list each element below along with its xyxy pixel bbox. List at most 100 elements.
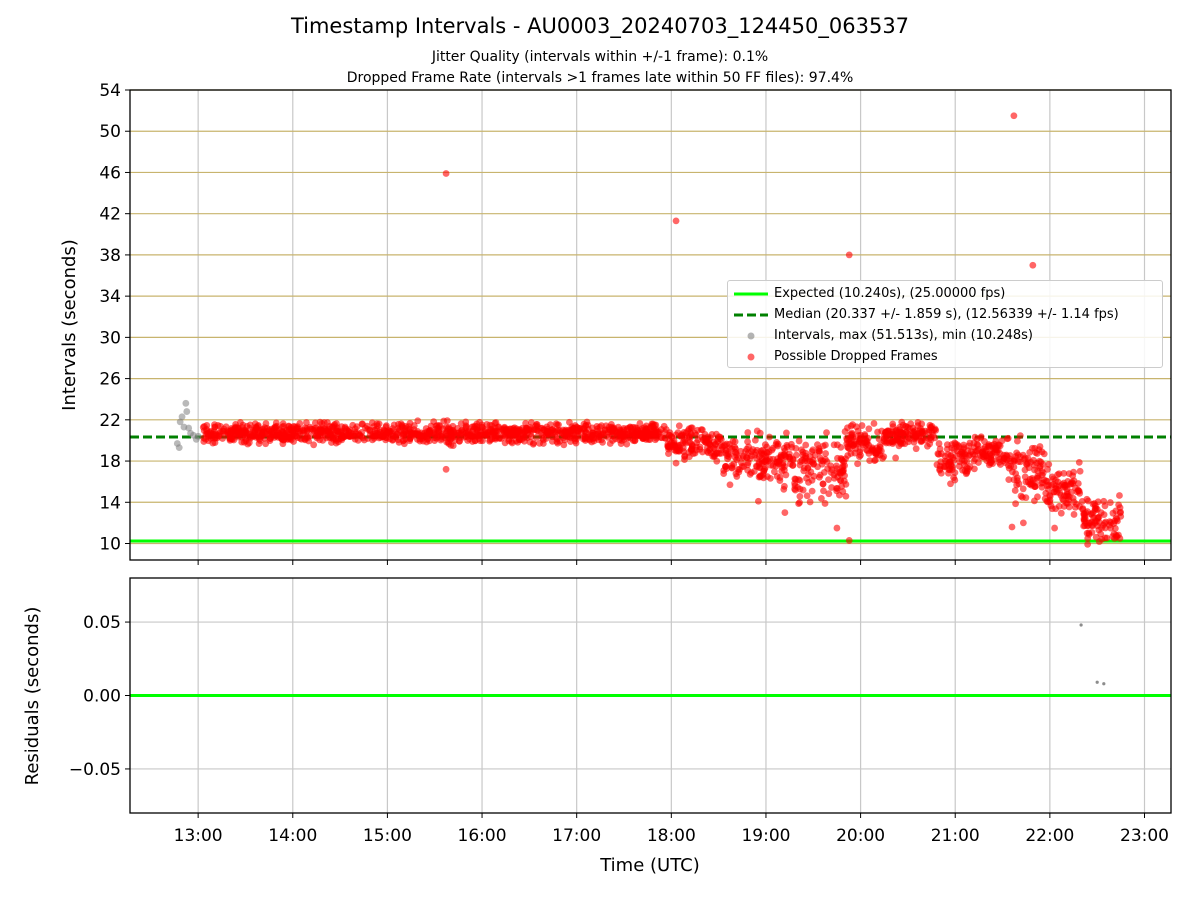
intervals-dropped-frame-point-band0-1075	[283, 433, 291, 441]
intervals-dropped-frame-point-band1-111	[701, 434, 708, 442]
intervals-dropped-frame-point-band0-1032	[307, 432, 315, 440]
intervals-dropped-frame-point-band5-91	[924, 442, 931, 450]
intervals-dropped-frame-point-band2-64	[738, 459, 745, 467]
intervals-dropped-frame-point-band2-155	[764, 457, 772, 465]
intervals-dropped-frame-point-band0-1055	[523, 427, 530, 435]
intervals-dropped-frame-point-band9-52	[1054, 471, 1062, 479]
intervals-dropped-frame-point-band8-71	[1022, 494, 1030, 502]
intervals-dropped-frame-point-band0-997	[631, 437, 639, 445]
intervals-dropped-frame-point-band4-86	[874, 428, 881, 436]
intervals-dropped-frame-point-band0-914	[440, 417, 448, 425]
intervals-dropped-frame-point-band0-1051	[608, 432, 616, 440]
intervals-dropped-frame-point-band3-47	[834, 485, 841, 492]
intervals-dropped-frame-point-band0-1034	[433, 422, 441, 429]
residuals-interval-point-1	[1095, 680, 1099, 684]
intervals-dropped-frame-point-band0-1020	[567, 438, 574, 446]
intervals-dropped-frame-point-band10-47	[1100, 497, 1108, 505]
intervals-dropped-frame-point-band5-117	[903, 428, 911, 436]
intervals-dropped-frame-point-band2-153	[777, 453, 785, 461]
intervals-ytick-label-5: 30	[99, 328, 121, 348]
intervals-dropped-frame-point-band0-991	[474, 431, 482, 439]
intervals-dropped-frame-point-band10-26	[1084, 540, 1092, 548]
intervals-interval-point-11	[194, 432, 202, 440]
intervals-ytick-label-9: 46	[99, 163, 121, 183]
intervals-dropped-frame-point-band2-127	[744, 429, 752, 436]
intervals-dropped-frame-point-band0-470	[533, 433, 540, 441]
intervals-dropped-frame-point-band0-610	[566, 418, 573, 426]
intervals-dropped-frame-point-band8-57	[1021, 466, 1029, 474]
intervals-dropped-frame-point-band0-985	[620, 426, 628, 434]
intervals-dropped-frame-point-band0-1073	[288, 428, 296, 436]
intervals-dropped-frame-point-band3-13	[825, 476, 832, 484]
intervals-dropped-frame-point-band9-80	[1070, 498, 1078, 506]
intervals-dropped-frame-point-band3-68	[819, 480, 827, 488]
intervals-ytick-label-10: 50	[99, 122, 121, 142]
intervals-dropped-frame-point-band5-119	[911, 434, 919, 441]
intervals-dropped-frame-point-band7-83	[980, 445, 988, 453]
legend-item-median: Median (20.337 +/- 1.859 s), (12.56339 +…	[728, 305, 1162, 325]
intervals-dropped-frame-point-band8-84	[1010, 476, 1018, 484]
intervals-dropped-frame-point-band10-85	[1094, 498, 1102, 506]
intervals-dropped-frame-point-band0-1053	[625, 430, 633, 438]
intervals-dropped-frame-point-band0-1045	[491, 434, 499, 442]
intervals-dropped-frame-point-band0-775	[285, 422, 293, 430]
intervals-dropped-frame-point-0	[442, 170, 450, 177]
intervals-dropped-frame-point-band0-873	[302, 419, 310, 426]
intervals-dropped-frame-point-band2-150	[768, 446, 776, 454]
intervals-dropped-frame-point-band8-37	[1034, 493, 1041, 501]
intervals-dropped-frame-point-band0-793	[422, 433, 430, 441]
legend-label-median: Median (20.337 +/- 1.859 s), (12.56339 +…	[774, 307, 1119, 322]
intervals-dropped-frame-point-band0-1042	[471, 437, 479, 445]
intervals-dropped-frame-point-band2-162	[720, 442, 728, 450]
intervals-dropped-frame-point-band7-17	[975, 459, 982, 466]
intervals-dropped-frame-point-band0-891	[487, 425, 495, 433]
intervals-dropped-frame-point-band0-974	[627, 425, 635, 432]
intervals-dropped-frame-point-band2-75	[744, 438, 751, 446]
intervals-dropped-frame-point-band5-101	[917, 424, 924, 432]
intervals-dropped-frame-point-14	[1008, 523, 1016, 531]
legend: Expected (10.240s), (25.00000 fps) Media…	[727, 280, 1163, 368]
intervals-dropped-frame-point-band0-984	[402, 422, 410, 430]
intervals-dropped-frame-point-band0-837	[462, 429, 469, 437]
intervals-dropped-frame-point-band5-118	[886, 436, 894, 444]
intervals-dropped-frame-point-band0-993	[480, 427, 488, 435]
intervals-dropped-frame-point-band0-677	[211, 421, 218, 429]
intervals-dropped-frame-point-band10-87	[1095, 526, 1103, 534]
intervals-dropped-frame-point-16	[1051, 524, 1058, 532]
intervals-dropped-frame-point-band3-108	[806, 498, 814, 506]
x-tick-label-18:00: 18:00	[647, 826, 696, 846]
intervals-dropped-frame-point-band4-84	[864, 447, 871, 455]
intervals-dropped-frame-point-4	[1029, 261, 1037, 269]
intervals-dropped-frame-point-band5-54	[912, 445, 920, 453]
jitter-quality-subtitle: Jitter Quality (intervals within +/-1 fr…	[431, 49, 769, 65]
intervals-dropped-frame-point-band4-85	[876, 441, 884, 449]
intervals-dropped-frame-point-band0-921	[551, 429, 559, 436]
intervals-dropped-frame-point-band0-861	[602, 432, 610, 440]
intervals-dropped-frame-point-band1-110	[672, 431, 680, 439]
intervals-dropped-frame-point-band6-69	[953, 443, 961, 451]
x-tick-label-20:00: 20:00	[836, 826, 885, 846]
intervals-dropped-frame-point-band0-1070	[434, 433, 442, 441]
intervals-dropped-frame-point-band4-71	[855, 432, 862, 439]
intervals-dropped-frame-point-band5-109	[902, 422, 910, 430]
residuals-plot: −0.05 0.00 0.05	[69, 577, 1172, 818]
intervals-dropped-frame-point-band8-9	[1005, 476, 1013, 484]
intervals-dropped-frame-point-band3-44	[791, 485, 799, 493]
median-dashed-line-icon	[734, 313, 768, 317]
intervals-dropped-frame-point-band0-1039	[229, 427, 237, 435]
y-axis-label-intervals: Intervals (seconds)	[59, 239, 80, 411]
intervals-dropped-frame-point-band8-82	[1026, 475, 1034, 483]
intervals-dropped-frame-point-band2-164	[789, 461, 797, 469]
intervals-dropped-frame-point-band0-746	[353, 423, 361, 431]
intervals-dropped-frame-point-band3-116	[823, 429, 830, 436]
intervals-dropped-frame-point-band0-1060	[540, 436, 547, 444]
intervals-dropped-frame-point-band7-87	[989, 460, 997, 467]
intervals-dropped-frame-point-band1-65	[675, 422, 683, 430]
intervals-dropped-frame-point-band7-70	[995, 456, 1003, 463]
intervals-dropped-frame-point-band9-77	[1064, 490, 1071, 498]
intervals-dropped-frame-point-8	[754, 497, 762, 505]
intervals-dropped-frame-point-band9-74	[1055, 502, 1063, 510]
intervals-dropped-frame-point-band2-159	[758, 455, 766, 463]
intervals-dropped-frame-point-band0-992	[473, 426, 481, 434]
